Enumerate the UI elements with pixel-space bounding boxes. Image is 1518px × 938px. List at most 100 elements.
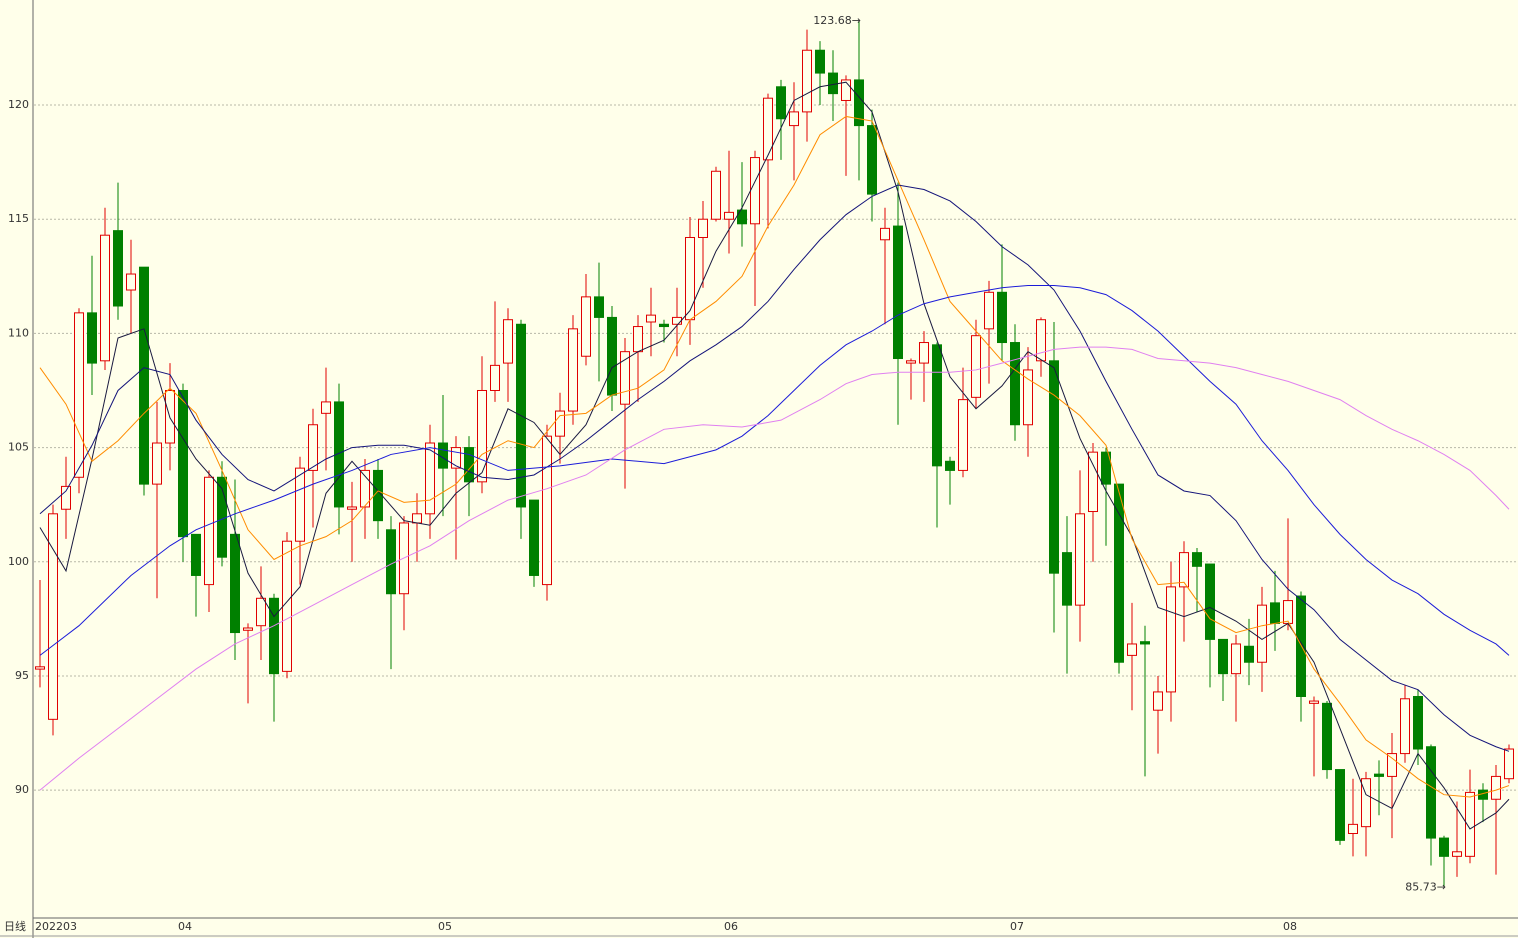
candle-body xyxy=(1010,342,1020,426)
candle-body xyxy=(360,469,370,508)
candle-body xyxy=(1361,778,1371,828)
candle-body xyxy=(113,230,123,307)
candle-body xyxy=(971,335,981,398)
candle-body xyxy=(750,157,760,225)
candle-body xyxy=(1088,451,1098,513)
candle-body xyxy=(724,211,734,220)
candle-body xyxy=(555,410,565,437)
candle-body xyxy=(633,326,643,353)
candle-body xyxy=(490,364,500,391)
candle-body xyxy=(1244,645,1254,663)
candle-body xyxy=(1348,823,1358,835)
candle-body xyxy=(1426,746,1436,839)
candle-body xyxy=(1062,552,1072,606)
candle-body xyxy=(425,442,435,515)
candle-body xyxy=(672,316,682,325)
candle-body xyxy=(1296,595,1306,697)
candle-body xyxy=(919,342,929,364)
candle-body xyxy=(1400,698,1410,755)
candle-body xyxy=(204,476,214,586)
y-tick-label: 95 xyxy=(15,669,29,682)
candle-body xyxy=(932,344,942,467)
candle-body xyxy=(451,447,461,469)
candle-body xyxy=(1452,851,1462,857)
candle-body xyxy=(893,225,903,360)
moving-average-line xyxy=(39,115,1510,798)
candle-body xyxy=(1023,369,1033,426)
candle-body xyxy=(373,469,383,522)
candle-body xyxy=(1179,552,1189,588)
y-tick-label: 100 xyxy=(8,555,29,568)
candle-body xyxy=(1270,602,1280,624)
candle-body xyxy=(412,513,422,524)
candle-body xyxy=(620,351,630,405)
candle-body xyxy=(243,627,253,631)
candle-body xyxy=(594,296,604,318)
candle-body xyxy=(61,485,71,510)
candle-body xyxy=(789,111,799,127)
candle-body xyxy=(282,540,292,672)
candle-body xyxy=(1504,748,1514,780)
candle-body xyxy=(48,513,58,720)
candle-body xyxy=(139,266,149,485)
candle-body xyxy=(1283,600,1293,624)
candle-body xyxy=(334,401,344,508)
candle-body xyxy=(503,319,513,364)
candle-body xyxy=(711,170,721,220)
candle-body xyxy=(87,312,97,364)
candle-body xyxy=(1322,702,1332,771)
candle-body xyxy=(1309,700,1319,704)
candle-body xyxy=(191,533,201,576)
candle-body xyxy=(256,597,266,627)
candle-body xyxy=(1153,691,1163,711)
candle-body xyxy=(997,291,1007,344)
candle-body xyxy=(906,360,916,364)
candle-body xyxy=(1036,319,1046,362)
y-tick-label: 115 xyxy=(8,212,29,225)
candle-body xyxy=(152,442,162,485)
y-tick-label: 90 xyxy=(15,783,29,796)
x-tick-label: 06 xyxy=(724,920,738,933)
candle-body xyxy=(776,86,786,120)
candle-body xyxy=(1257,604,1267,663)
candle-body xyxy=(1166,586,1176,693)
y-tick-label: 120 xyxy=(8,98,29,111)
candle-body xyxy=(1140,641,1150,645)
candle-body xyxy=(1491,775,1501,800)
candle-body xyxy=(1075,513,1085,606)
x-tick-label: 202203 xyxy=(35,920,77,933)
period-label: 日线 xyxy=(4,919,26,933)
candle-body xyxy=(828,72,838,95)
candle-body xyxy=(295,467,305,542)
candle-body xyxy=(815,49,825,74)
candle-body xyxy=(646,314,656,323)
y-tick-label: 105 xyxy=(8,441,29,454)
candle-body xyxy=(1205,563,1215,640)
candle-body xyxy=(100,234,110,362)
candle-body xyxy=(1413,695,1423,750)
y-tick-label: 110 xyxy=(8,326,29,339)
candle-body xyxy=(880,227,890,241)
x-tick-label: 05 xyxy=(438,920,452,933)
candle-body xyxy=(1127,643,1137,656)
candle-body xyxy=(1114,483,1124,663)
candle-body xyxy=(269,597,279,675)
candle-body xyxy=(230,533,240,634)
candle-body xyxy=(698,218,708,238)
candle-body xyxy=(347,506,357,510)
extreme-annotation: 85.73→ xyxy=(1405,881,1446,894)
candle-body xyxy=(1218,638,1228,675)
candle-body xyxy=(581,296,591,357)
candle-body xyxy=(802,49,812,113)
candle-body xyxy=(386,529,396,595)
candle-body xyxy=(685,236,695,321)
moving-average-line xyxy=(39,184,1510,752)
candle-body xyxy=(35,666,45,670)
candle-body xyxy=(321,401,331,414)
candle-body xyxy=(308,424,318,471)
candle-body xyxy=(1192,552,1202,567)
candle-body xyxy=(1387,753,1397,777)
moving-average-line xyxy=(39,346,1510,791)
